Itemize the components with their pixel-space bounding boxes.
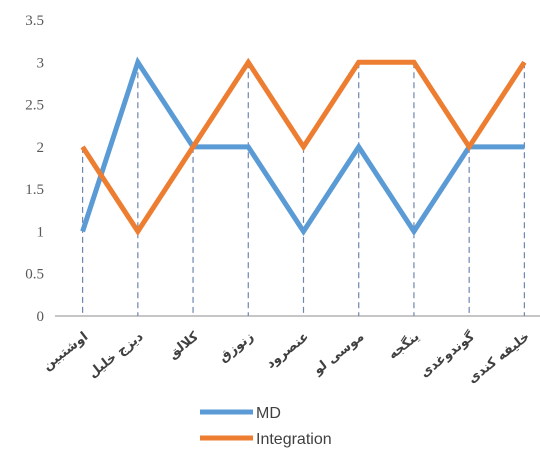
x-tick-label: زنوزق [216,329,256,365]
y-tick-label: 2.5 [25,98,44,114]
x-tick-label: ینگجه [385,329,422,363]
y-tick-label: 2 [37,140,45,156]
x-tick-label: عنصرود [263,329,312,372]
legend-label: MD [256,405,281,422]
x-tick-label: اوشتبین [40,329,91,373]
y-tick-label: 1 [37,224,45,240]
series-layer [80,56,527,237]
y-tick-label: 3 [37,55,45,71]
y-tick-label: 1.5 [25,182,44,198]
legend-label: Integration [256,431,332,448]
x-tick-label: خلیفه کندی [465,329,533,386]
legend: MD Integration [200,405,332,448]
y-tick-label: 0.5 [25,267,44,283]
y-tick-label: 3.5 [25,13,44,29]
y-tick-label: 0 [37,309,45,325]
x-tick-label: دیزج خلیل [86,329,147,381]
drop-lines [82,62,525,316]
x-tick-label: موسی لو [310,329,367,378]
x-tick-label: کلالق [165,329,201,362]
